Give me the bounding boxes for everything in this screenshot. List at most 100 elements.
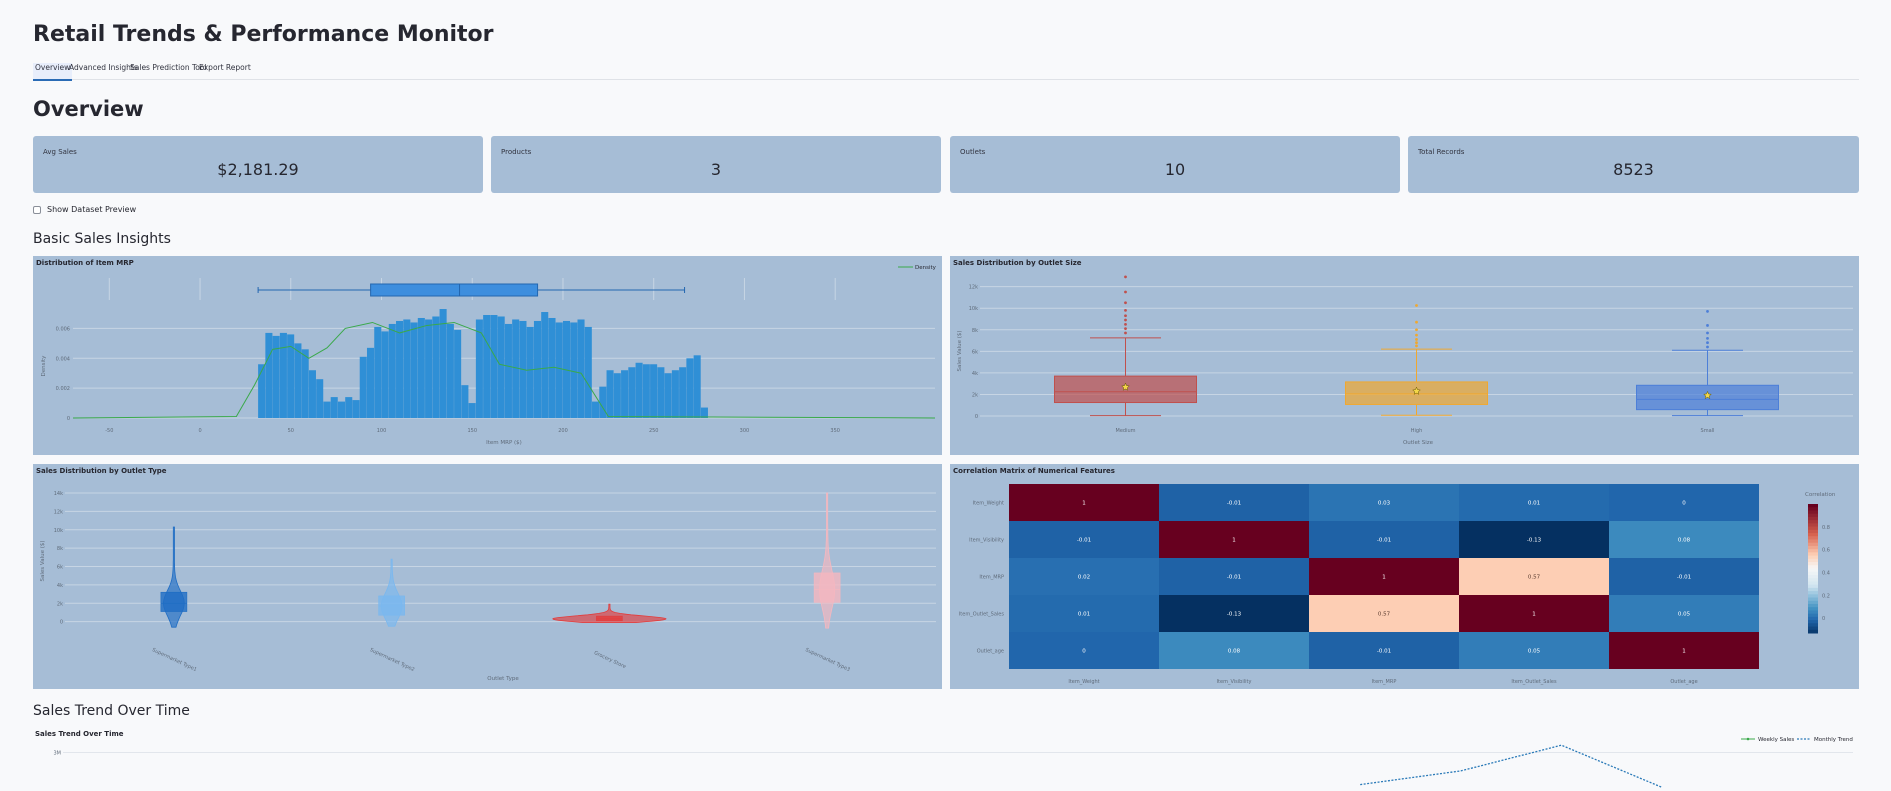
histogram-bar: [454, 329, 462, 418]
heatmap-cell-label: 0: [1682, 501, 1686, 507]
heatmap-cell-label: 0.03: [1378, 501, 1391, 507]
histogram-bar: [650, 364, 658, 418]
histogram-bar: [381, 331, 389, 418]
histogram-bar: [700, 407, 708, 418]
heatmap-cell: [1309, 558, 1459, 595]
colorbar-segment: [1808, 507, 1818, 511]
tab-export-report[interactable]: Export Report: [199, 63, 251, 72]
outlier-point: [1415, 344, 1418, 348]
chart-outlet-size: Sales Distribution by Outlet Size 0 2k 4k 6…: [950, 256, 1859, 455]
colorbar-segment: [1808, 552, 1818, 557]
colorbar-segment: [1808, 510, 1818, 515]
metric-label: Products: [501, 148, 532, 156]
violin-body: [380, 558, 403, 627]
tab-sales-prediction-tool[interactable]: Sales Prediction Tool: [130, 63, 207, 72]
heatmap-cell-label: -0.01: [1677, 575, 1691, 581]
histogram-bar: [279, 332, 287, 418]
outlier-point: [1415, 304, 1418, 307]
x-tick-label: 200: [558, 428, 568, 434]
y-tick-label: Outlet_age: [977, 649, 1004, 655]
series-line-monthly-trend: [1360, 744, 1663, 788]
colorbar-segment: [1808, 539, 1818, 544]
heatmap-cell: [1459, 484, 1609, 521]
legend-swatch-marker: [1746, 737, 1750, 741]
colorbar-segment: [1808, 597, 1818, 602]
x-tick-label: High: [1411, 428, 1423, 434]
violin-inner-box: [160, 591, 188, 612]
histogram-bar: [577, 319, 585, 418]
x-tick-label: Small: [1701, 428, 1715, 434]
tab-overview[interactable]: Overview: [33, 63, 73, 81]
outlier-point: [1706, 341, 1709, 345]
heatmap-cell-label: 0.57: [1528, 575, 1541, 581]
metric-value: 10: [1164, 160, 1186, 179]
heatmap-cell: [1459, 632, 1609, 669]
histogram-bar: [628, 367, 636, 418]
heatmap-cell-label: -0.01: [1227, 501, 1241, 507]
colorbar-segment: [1808, 603, 1818, 608]
x-tick-label: Supermarket Type2: [369, 647, 416, 673]
heatmap-cell: [1159, 484, 1309, 521]
heatmap-cell-label: 0.57: [1378, 612, 1391, 618]
metric-label: Avg Sales: [43, 148, 77, 156]
colorbar-segment: [1808, 520, 1818, 524]
y-tick-label: 4k: [972, 371, 978, 377]
y-tick-label: 0.004: [56, 356, 70, 362]
colorbar-segment: [1808, 584, 1818, 589]
histogram-bar: [396, 320, 404, 418]
chart-item-mrp: Distribution of Item MRP 0 0.002 0.004 0.00…: [33, 256, 942, 455]
heatmap-cell: [1459, 558, 1609, 595]
histogram-bar: [679, 367, 687, 418]
colorbar-segment: [1808, 568, 1818, 573]
tab-advanced-insights[interactable]: Advanced Insights: [69, 63, 138, 72]
x-axis-label: Outlet Type: [487, 676, 519, 682]
colorbar-segment: [1808, 620, 1818, 624]
histogram-bar: [570, 322, 578, 418]
heatmap-cell: [1159, 632, 1309, 669]
metric-value: 3: [710, 160, 722, 179]
outlier-point: [1124, 322, 1127, 326]
colorbar-segment: [1808, 504, 1818, 508]
dataset-preview-checkbox[interactable]: [33, 205, 41, 214]
outlier-point: [1415, 328, 1418, 332]
colorbar-tick-label: 0: [1822, 616, 1825, 622]
x-tick-label: 0: [198, 428, 201, 434]
heatmap-cell: [1609, 632, 1759, 669]
y-tick-label: 4k: [57, 583, 63, 589]
histogram-bar: [432, 316, 440, 418]
y-tick-label: 0: [975, 414, 978, 420]
histogram-bar: [323, 401, 331, 418]
x-tick-label: -50: [105, 428, 113, 434]
heatmap-cell: [1009, 484, 1159, 521]
histogram-bar: [483, 315, 491, 418]
outlier-point: [1706, 310, 1709, 313]
heatmap-cell-label: -0.01: [1377, 538, 1391, 544]
histogram-bar: [308, 370, 316, 418]
outlier-point: [1124, 314, 1127, 318]
colorbar-segment: [1808, 587, 1818, 592]
histogram-bar: [425, 319, 433, 418]
histogram-bar: [374, 326, 382, 418]
histogram-bar: [613, 373, 621, 418]
heatmap-cell: [1459, 595, 1609, 632]
histogram-bar: [366, 347, 375, 418]
heatmap-cell: [1609, 521, 1759, 558]
y-tick-label: 6k: [972, 349, 978, 355]
y-tick-label: 12k: [969, 285, 978, 291]
histogram-bar: [584, 326, 592, 418]
histogram-bar: [301, 349, 309, 418]
outlier-point: [1706, 331, 1709, 335]
basic-insights-heading: Basic Sales Insights: [33, 231, 171, 247]
dataset-preview-label: Show Dataset Preview: [47, 205, 137, 214]
dataset-preview-toggle[interactable]: Show Dataset Preview: [33, 205, 136, 214]
histogram-bar: [512, 319, 520, 418]
heatmap-cell-label: 0.05: [1678, 612, 1691, 618]
colorbar-segment: [1808, 594, 1818, 599]
x-tick-label: 250: [649, 428, 659, 434]
violin-inner-box: [596, 615, 623, 622]
colorbar-segment: [1808, 591, 1818, 595]
histogram-bar: [272, 335, 280, 418]
outlier-point: [1124, 308, 1127, 312]
colorbar-segment: [1808, 616, 1818, 621]
colorbar-segment: [1808, 549, 1818, 553]
